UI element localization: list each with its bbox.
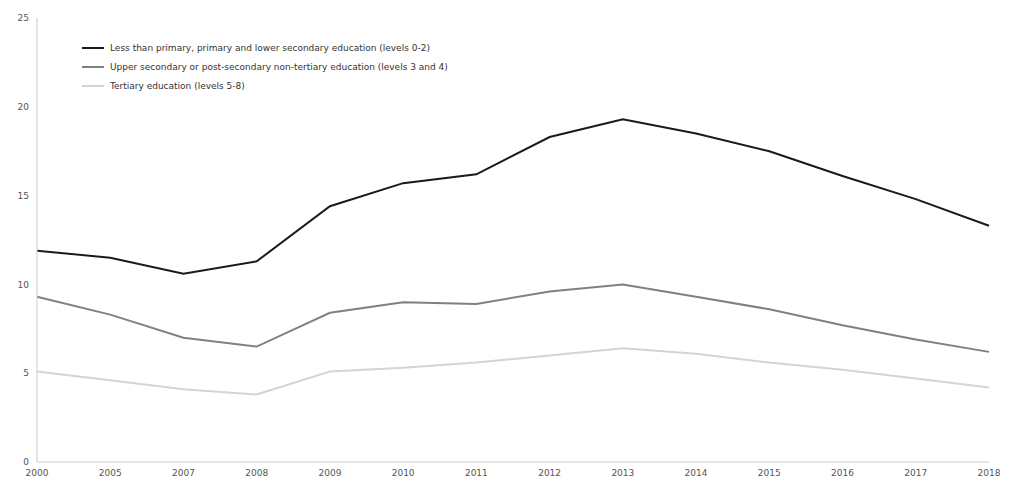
html-text:Upper secondary or post-second: Upper secondary or post-secondary non-te… [110, 61, 448, 72]
svg-text:2009: 2009 [318, 468, 341, 478]
svg-text:2000: 2000 [26, 468, 49, 478]
svg-text:2016: 2016 [831, 468, 854, 478]
svg-text:25: 25 [18, 13, 29, 23]
svg-text:2018: 2018 [978, 468, 1001, 478]
svg-text:15: 15 [18, 191, 29, 201]
html-text:Tertiary education (levels 5-8: Tertiary education (levels 5-8) [110, 80, 245, 91]
svg-text:2014: 2014 [685, 468, 708, 478]
svg-text:2011: 2011 [465, 468, 488, 478]
svg-text:2013: 2013 [611, 468, 634, 478]
svg-text:2005: 2005 [99, 468, 122, 478]
html-text:Less than primary, primary and: Less than primary, primary and lower sec… [110, 42, 430, 53]
svg-text:2010: 2010 [392, 468, 415, 478]
svg-text:2007: 2007 [172, 468, 195, 478]
svg-text:5: 5 [23, 368, 29, 378]
svg-text:2017: 2017 [904, 468, 927, 478]
svg-text:20: 20 [18, 102, 30, 112]
svg-text:2015: 2015 [758, 468, 781, 478]
svg-text:10: 10 [18, 280, 30, 290]
svg-text:2012: 2012 [538, 468, 561, 478]
svg-text:0: 0 [23, 457, 29, 467]
svg-text:2008: 2008 [245, 468, 268, 478]
